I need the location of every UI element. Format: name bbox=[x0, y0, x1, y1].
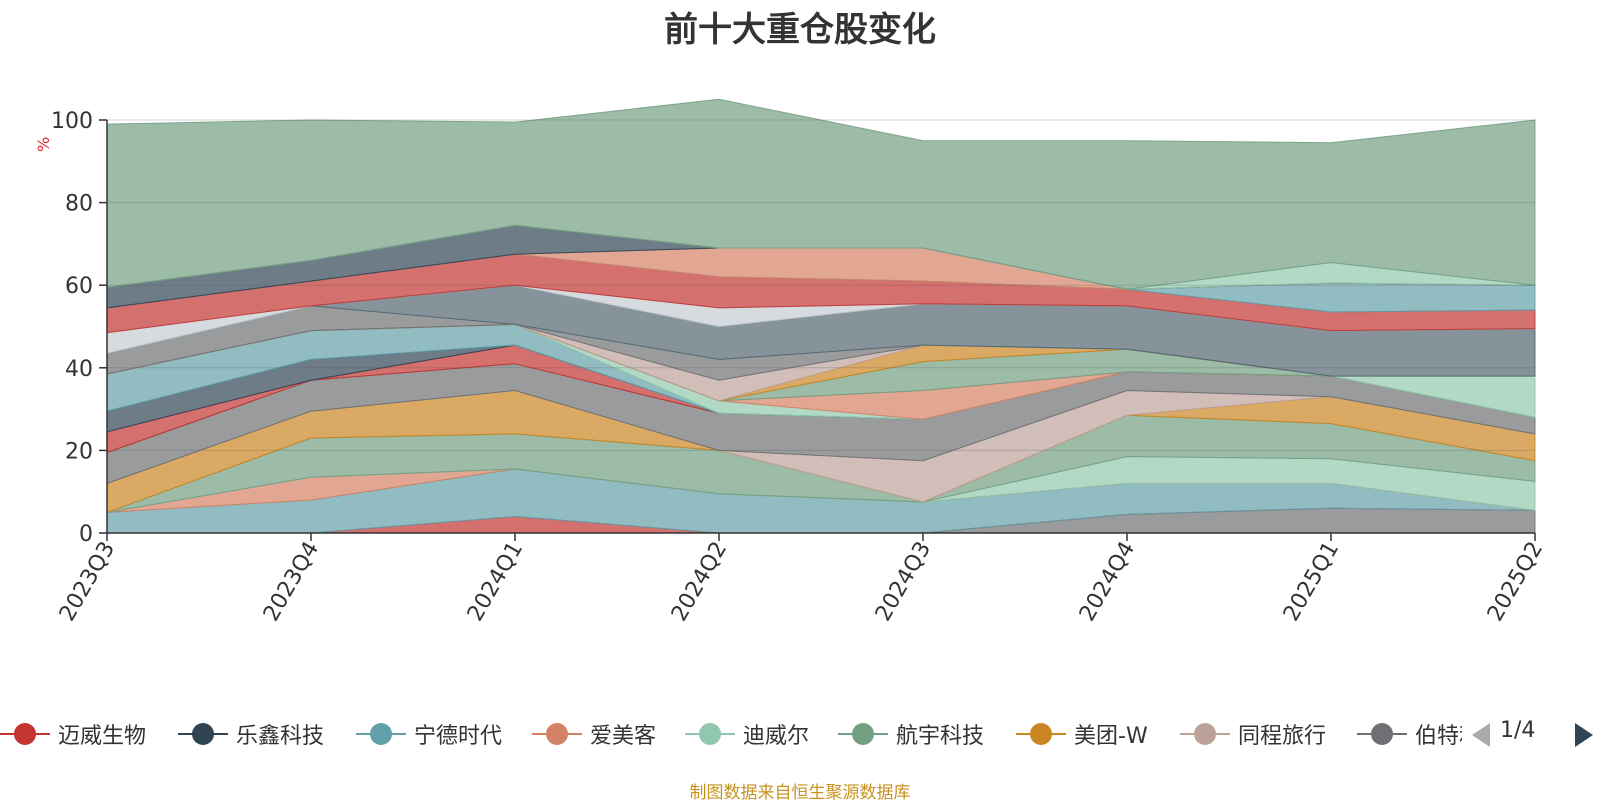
legend-label: 迪威尔 bbox=[743, 724, 810, 749]
chart-title: 前十大重仓股变化 bbox=[664, 10, 936, 50]
stacked-areas bbox=[106, 98, 1536, 534]
legend-page-indicator: 1/4 bbox=[1500, 718, 1536, 743]
legend-item[interactable]: 乐鑫科技 bbox=[178, 714, 324, 754]
legend-marker-icon bbox=[356, 723, 406, 745]
legend-item[interactable]: 宁德时代 bbox=[356, 714, 502, 754]
x-axis-ticks: 2023Q3 2023Q4 2024Q1 2024Q2 2024Q3 2024Q4 2025… bbox=[55, 533, 1548, 626]
legend-marker-icon bbox=[178, 723, 228, 745]
legend-prev-page-icon[interactable] bbox=[1470, 722, 1492, 748]
legend-label: 航宇科技 bbox=[896, 724, 985, 749]
area-series-26 bbox=[106, 98, 1536, 290]
legend-label: 乐鑫科技 bbox=[236, 724, 325, 749]
y-axis-ticks: 0 20 40 60 80 100 bbox=[51, 109, 107, 547]
source-note: 制图数据来自恒生聚源数据库 bbox=[689, 783, 911, 803]
y-tick-label: 0 bbox=[79, 522, 93, 547]
legend-marker-icon bbox=[838, 723, 888, 745]
legend-marker-icon bbox=[1357, 723, 1407, 745]
legend-item[interactable]: 迪威尔 bbox=[685, 714, 809, 754]
x-tick-label: 2024Q1 bbox=[463, 538, 528, 626]
legend-item[interactable]: 伯特利 bbox=[1357, 714, 1462, 754]
y-tick-label: 100 bbox=[51, 109, 93, 134]
legend-label: 伯特利 bbox=[1415, 724, 1462, 749]
legend-next-page-icon[interactable] bbox=[1573, 722, 1595, 748]
legend-label: 同程旅行 bbox=[1238, 724, 1327, 749]
legend-marker-icon bbox=[685, 723, 735, 745]
y-tick-label: 80 bbox=[65, 192, 93, 217]
legend-item[interactable]: 爱美客 bbox=[532, 714, 656, 754]
y-tick-label: 60 bbox=[65, 274, 93, 299]
x-tick-label: 2025Q1 bbox=[1279, 538, 1344, 626]
x-tick-label: 2024Q2 bbox=[667, 538, 732, 626]
x-tick-label: 2023Q4 bbox=[259, 538, 324, 626]
x-tick-label: 2025Q2 bbox=[1483, 538, 1548, 626]
legend-marker-icon bbox=[1180, 723, 1230, 745]
legend-item[interactable]: 迈威生物 bbox=[0, 714, 146, 754]
legend-label: 美团-W bbox=[1074, 724, 1148, 749]
legend-marker-icon bbox=[1016, 723, 1066, 745]
legend-items: 迈威生物 乐鑫科技 宁德时代 爱美客 迪威尔 航宇科技 美团-W 同程旅行 伯特利 bbox=[0, 714, 1462, 754]
axes bbox=[106, 120, 1535, 534]
gridlines bbox=[107, 119, 1535, 451]
legend-label: 宁德时代 bbox=[414, 724, 503, 749]
legend-marker-icon bbox=[532, 723, 582, 745]
y-tick-label: 40 bbox=[65, 357, 93, 382]
y-tick-label: 20 bbox=[65, 439, 93, 464]
legend-label: 迈威生物 bbox=[58, 724, 147, 749]
legend-label: 爱美客 bbox=[590, 724, 657, 749]
x-tick-label: 2023Q3 bbox=[55, 538, 120, 626]
legend-marker-icon bbox=[0, 723, 50, 745]
x-tick-label: 2024Q3 bbox=[871, 538, 936, 626]
legend-item[interactable]: 航宇科技 bbox=[838, 714, 984, 754]
legend-item[interactable]: 美团-W bbox=[1016, 714, 1148, 754]
x-tick-label: 2024Q4 bbox=[1075, 538, 1140, 626]
legend-item[interactable]: 同程旅行 bbox=[1180, 714, 1326, 754]
legend: 迈威生物 乐鑫科技 宁德时代 爱美客 迪威尔 航宇科技 美团-W 同程旅行 伯特利 1/4 bbox=[0, 714, 1600, 754]
